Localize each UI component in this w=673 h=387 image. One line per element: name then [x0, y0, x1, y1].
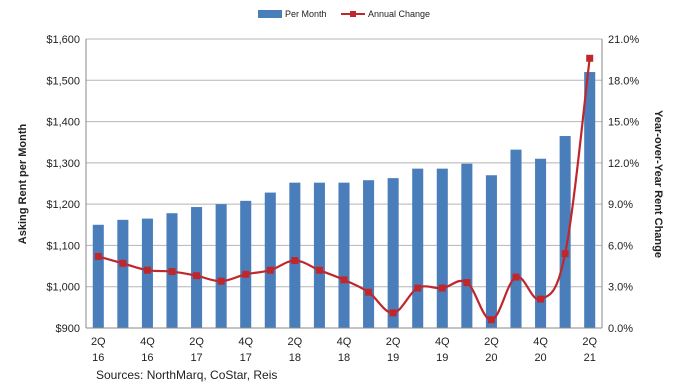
- bar-per-month: [387, 178, 399, 328]
- x-axis-tick-label-quarter: 4Q: [238, 336, 253, 348]
- x-axis-tick-label-year: 17: [190, 352, 202, 364]
- x-axis-tick-label-year: 20: [534, 352, 546, 364]
- annual-change-marker: [217, 277, 225, 285]
- x-axis-tick-label-year: 18: [338, 352, 350, 364]
- bar-per-month: [461, 163, 473, 328]
- annual-change-marker: [389, 309, 397, 317]
- bar-per-month: [313, 182, 325, 328]
- bar-per-month: [363, 180, 375, 328]
- line-series: [94, 54, 594, 324]
- source-note: Sources: NorthMarq, CoStar, Reis: [96, 368, 278, 382]
- annual-change-marker: [119, 259, 127, 267]
- x-axis-tick-label-year: 18: [289, 352, 301, 364]
- bar-per-month: [191, 207, 203, 328]
- left-axis-tick-label: $1,500: [46, 75, 80, 87]
- right-axis-tick-label: 18.0%: [608, 75, 639, 87]
- annual-change-marker: [143, 266, 151, 274]
- bar-per-month: [535, 158, 547, 328]
- legend-swatch-per-month: [258, 10, 282, 18]
- annual-change-line: [97, 58, 591, 321]
- x-axis-tick-label-quarter: 2Q: [288, 336, 303, 348]
- annual-change-marker: [94, 252, 102, 260]
- annual-change-marker: [168, 268, 176, 276]
- annual-change-marker: [487, 316, 495, 324]
- bar-per-month: [485, 175, 497, 328]
- annual-change-marker: [291, 257, 299, 265]
- left-axis-tick-label: $1,200: [46, 199, 80, 211]
- annual-change-marker: [414, 284, 422, 292]
- left-axis-tick-label: $1,100: [46, 240, 80, 252]
- bar-per-month: [510, 149, 522, 328]
- right-axis-tick-label: 9.0%: [608, 199, 633, 211]
- bar-per-month: [264, 192, 276, 328]
- right-axis-tick-label: 3.0%: [608, 282, 633, 294]
- bar-per-month: [338, 182, 350, 328]
- legend-label-annual-change: Annual Change: [368, 9, 430, 19]
- annual-change-marker: [340, 276, 348, 284]
- annual-change-marker: [438, 284, 446, 292]
- right-axis-ticks: 0.0% 3.0% 6.0% 9.0% 12.0% 15.0% 18.0% 21.0%: [608, 34, 639, 335]
- right-axis-tick-label: 12.0%: [608, 158, 639, 170]
- annual-change-marker: [315, 266, 323, 274]
- right-axis-tick-label: 21.0%: [608, 34, 639, 46]
- x-axis-tick-label-quarter: 4Q: [140, 336, 155, 348]
- x-axis-tick-label-quarter: 2Q: [386, 336, 401, 348]
- bar-per-month: [584, 72, 596, 329]
- right-axis-title: Year-over-Year Rent Change: [652, 110, 664, 258]
- bar-per-month: [289, 182, 301, 328]
- bar-per-month: [92, 224, 104, 328]
- x-axis-tick-label-year: 17: [240, 352, 252, 364]
- bar-series: [92, 72, 596, 329]
- bar-per-month: [559, 136, 571, 328]
- x-axis-tick-label-quarter: 2Q: [484, 336, 499, 348]
- right-axis-tick-label: 0.0%: [608, 323, 633, 335]
- annual-change-marker: [463, 279, 471, 287]
- x-axis-tick-label-quarter: 2Q: [91, 336, 106, 348]
- x-axis-tick-label-year: 19: [387, 352, 399, 364]
- bar-per-month: [215, 204, 227, 328]
- bar-per-month: [436, 168, 448, 328]
- x-axis-tick-label-year: 20: [485, 352, 497, 364]
- bar-per-month: [117, 219, 129, 328]
- annual-change-marker: [242, 270, 250, 278]
- annual-change-marker: [512, 273, 520, 281]
- legend: Per Month Annual Change: [258, 9, 430, 19]
- left-axis-ticks: $900 $1,000 $1,100 $1,200 $1,300 $1,400 $1,500…: [46, 34, 80, 335]
- legend-label-per-month: Per Month: [285, 9, 327, 19]
- left-axis-tick-label: $900: [56, 323, 80, 335]
- x-axis-ticks: 2Q 16 4Q 16 2Q 17 4Q 17 2Q 18 4Q 18 2Q 19 4Q 19 2Q 20 4Q 20…: [91, 336, 598, 364]
- left-axis-tick-label: $1,600: [46, 34, 80, 46]
- annual-change-marker: [193, 272, 201, 280]
- left-axis-tick-label: $1,300: [46, 158, 80, 170]
- annual-change-marker: [266, 266, 274, 274]
- bar-per-month: [240, 200, 252, 328]
- annual-change-marker: [586, 54, 594, 62]
- annual-change-marker: [561, 250, 569, 258]
- x-axis-tick-label-quarter: 2Q: [189, 336, 204, 348]
- x-axis-tick-label-year: 19: [436, 352, 448, 364]
- axes: [85, 39, 603, 329]
- right-axis-tick-label: 6.0%: [608, 240, 633, 252]
- left-axis-title: Asking Rent per Month: [17, 124, 29, 245]
- left-axis-tick-label: $1,400: [46, 117, 80, 129]
- x-axis-tick-label-year: 16: [92, 352, 104, 364]
- left-axis-tick-label: $1,000: [46, 282, 80, 294]
- x-axis-tick-label-quarter: 4Q: [337, 336, 352, 348]
- x-axis-tick-label-quarter: 4Q: [435, 336, 450, 348]
- right-axis-tick-label: 15.0%: [608, 117, 639, 129]
- legend-swatch-annual-change-marker: [350, 11, 356, 17]
- x-axis-tick-label-quarter: 2Q: [582, 336, 597, 348]
- x-axis-tick-label-quarter: 4Q: [533, 336, 548, 348]
- x-axis-tick-label-year: 16: [141, 352, 153, 364]
- annual-change-marker: [365, 288, 373, 296]
- annual-change-marker: [537, 295, 545, 303]
- bar-per-month: [412, 168, 424, 328]
- x-axis-tick-label-year: 21: [584, 352, 596, 364]
